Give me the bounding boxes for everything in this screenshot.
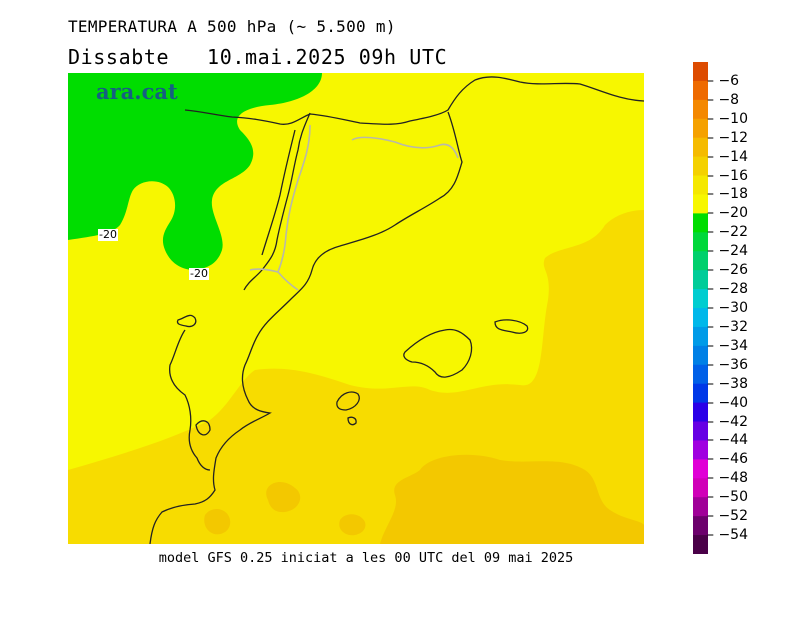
ara-cat-logo: ara.cat	[96, 79, 178, 104]
colorbar-segment	[693, 62, 708, 82]
colorbar-tick-label: – −20	[707, 205, 748, 222]
colorbar-segment	[693, 175, 708, 195]
model-note: model GFS 0.25 iniciat a les 00 UTC del …	[158, 550, 574, 566]
colorbar-tick-label: – −6	[707, 72, 740, 89]
chart-title: TEMPERATURA A 500 hPa (~ 5.500 m)	[68, 17, 396, 36]
colorbar-segment	[693, 383, 708, 404]
contour-label: -20	[189, 267, 209, 280]
colorbar-segment	[693, 459, 708, 479]
colorbar-segment	[693, 326, 708, 347]
colorbar-segment	[693, 289, 708, 309]
colorbar-segment	[693, 421, 708, 441]
colorbar-segment	[693, 194, 708, 214]
colorbar	[693, 62, 708, 554]
temperature-field-dark-gold	[204, 508, 231, 535]
colorbar-segment	[693, 251, 708, 271]
valid-time: Dissabte 10.mai.2025 09h UTC	[68, 45, 448, 69]
colorbar-tick-label: – −52	[707, 508, 748, 525]
colorbar-tick-label: – −42	[707, 413, 748, 430]
colorbar-segment	[693, 535, 708, 554]
colorbar-tick-label: – −44	[707, 432, 748, 449]
colorbar-segment	[693, 497, 708, 517]
colorbar-tick-label: – −24	[707, 243, 748, 260]
colorbar-tick-label: – −26	[707, 262, 748, 279]
colorbar-tick-label: – −10	[707, 110, 748, 127]
temperature-field-dark-gold	[266, 481, 301, 513]
colorbar-tick-label: – −46	[707, 451, 748, 468]
colorbar-tick-label: – −50	[707, 489, 748, 506]
colorbar-segment	[693, 308, 708, 328]
temperature-field-green	[68, 73, 322, 270]
colorbar-tick-label: – −30	[707, 300, 748, 316]
colorbar-segment	[693, 156, 708, 177]
colorbar-tick-label: – −8	[707, 91, 740, 108]
colorbar-tick-label: – −12	[707, 129, 748, 146]
temperature-field-dark-gold	[339, 514, 366, 536]
temperature-map	[68, 73, 644, 544]
colorbar-segment	[693, 402, 708, 423]
colorbar-segment	[693, 118, 708, 139]
colorbar-segment	[693, 137, 708, 158]
colorbar-segment	[693, 270, 708, 290]
colorbar-segment	[693, 478, 708, 498]
colorbar-tick-label: – −34	[707, 337, 748, 354]
colorbar-segment	[693, 232, 708, 252]
colorbar-tick-label: – −40	[707, 394, 748, 411]
colorbar-tick-label: – −22	[707, 224, 748, 241]
contour-label: -20	[98, 228, 118, 241]
region-border	[249, 124, 459, 291]
colorbar-segment	[693, 80, 708, 101]
colorbar-tick-label: – −36	[707, 356, 748, 373]
colorbar-segment	[693, 364, 708, 385]
colorbar-tick-label: – −14	[707, 148, 748, 165]
colorbar-tick-label: – −54	[707, 527, 748, 544]
temperature-field-dark-gold	[380, 454, 644, 544]
colorbar-tick-label: – −18	[707, 186, 748, 203]
colorbar-tick-label: – −32	[707, 318, 748, 335]
colorbar-segment	[693, 213, 708, 233]
colorbar-segment	[693, 99, 708, 120]
coastline	[149, 76, 644, 544]
colorbar-tick-label: – −28	[707, 281, 748, 298]
colorbar-tick-label: – −38	[707, 375, 748, 392]
colorbar-tick-label: – −16	[707, 167, 748, 184]
colorbar-segment	[693, 440, 708, 460]
colorbar-segment	[693, 516, 708, 536]
colorbar-segment	[693, 345, 708, 366]
colorbar-tick-label: – −48	[707, 470, 748, 487]
